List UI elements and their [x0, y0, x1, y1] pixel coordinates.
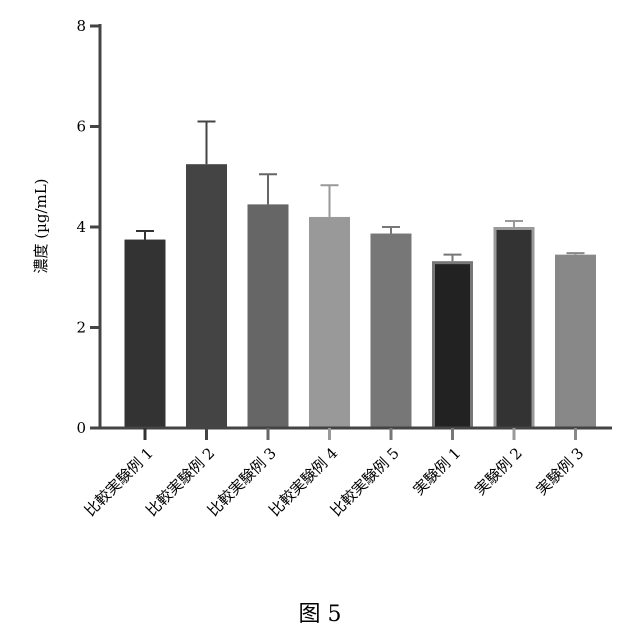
y-axis-label: 濃度 (µg/mL): [32, 178, 50, 273]
x-ticks-group: 比較実験例 1比較実験例 2比較実験例 3比較実験例 4比較実験例 5実験例 1…: [81, 428, 587, 520]
bar: [434, 263, 472, 428]
y-tick-label: 0: [76, 419, 86, 437]
bar: [372, 235, 410, 428]
x-tick-label: 実験例 2: [471, 444, 526, 499]
bar: [188, 166, 226, 428]
x-tick-label: 実験例 3: [533, 444, 588, 499]
bar: [249, 206, 287, 428]
y-tick-label: 2: [76, 319, 86, 337]
bars-group: [126, 166, 595, 428]
bar: [311, 218, 349, 428]
figure-caption: 图 5: [0, 596, 640, 628]
y-tick-label: 6: [76, 118, 86, 136]
bar: [495, 229, 533, 429]
y-tick-label: 8: [76, 17, 86, 35]
x-tick-label: 実験例 1: [410, 444, 465, 499]
bar: [126, 241, 164, 428]
axes-group: [99, 24, 613, 430]
y-tick-label: 4: [76, 218, 86, 236]
y-ticks-group: 0 2 4 6 8: [76, 17, 100, 437]
bar: [557, 256, 595, 428]
